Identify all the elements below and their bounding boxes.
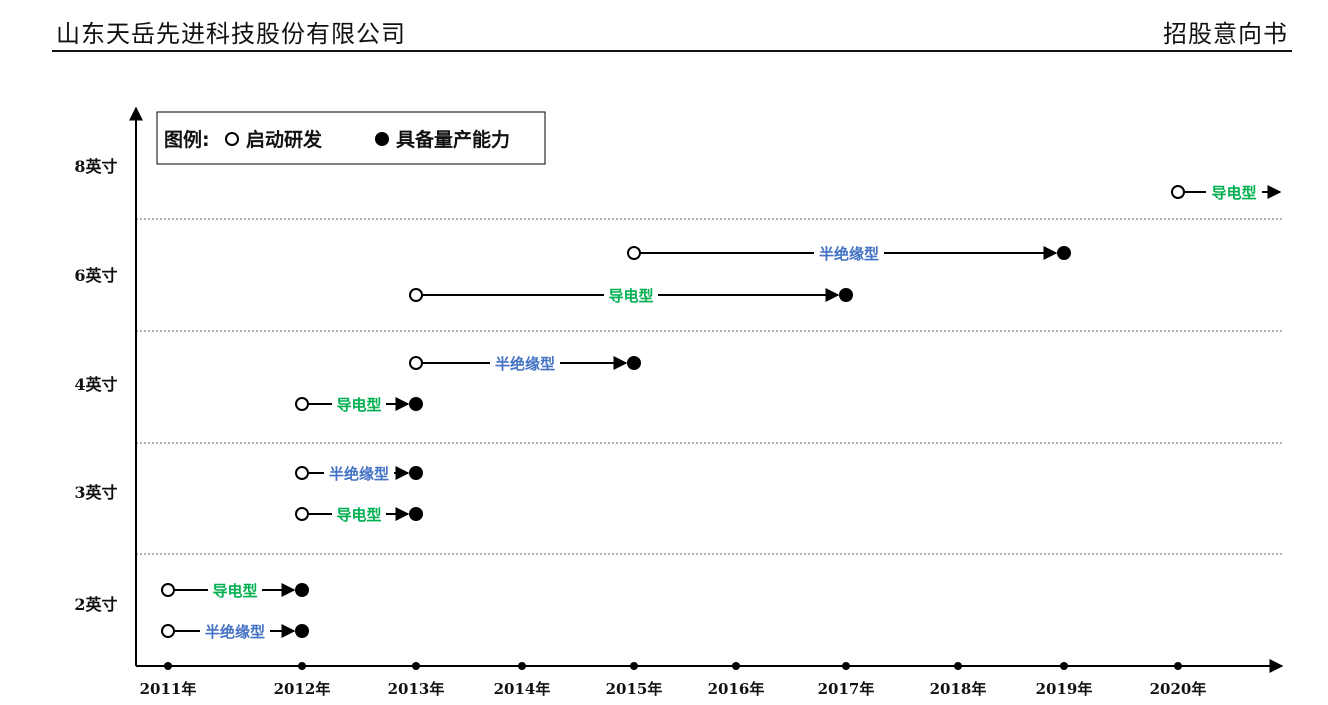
x-tick-dot bbox=[1060, 662, 1068, 670]
x-tick-dot bbox=[954, 662, 962, 670]
x-tick-dot bbox=[842, 662, 850, 670]
x-tick-label: 2020年 bbox=[1150, 680, 1207, 698]
x-tick-dot bbox=[1174, 662, 1182, 670]
timeline-bar: 半绝缘型 bbox=[627, 245, 1071, 263]
bar-label: 导电型 bbox=[336, 396, 381, 414]
y-category-label: 3英寸 bbox=[74, 483, 117, 502]
end-filled-circle bbox=[409, 507, 423, 521]
end-filled-circle bbox=[409, 397, 423, 411]
start-open-circle bbox=[1171, 185, 1185, 199]
y-category-label: 2英寸 bbox=[74, 595, 117, 614]
end-filled-circle bbox=[839, 288, 853, 302]
end-filled-circle bbox=[295, 583, 309, 597]
start-open-circle bbox=[161, 583, 175, 597]
y-category-label: 8英寸 bbox=[74, 157, 117, 176]
bar-label: 半绝缘型 bbox=[205, 623, 265, 641]
company-name: 山东天岳先进科技股份有限公司 bbox=[56, 20, 406, 48]
end-filled-circle bbox=[295, 624, 309, 638]
document-type: 招股意向书 bbox=[1163, 20, 1288, 48]
start-open-circle bbox=[295, 507, 309, 521]
timeline-bar: 导电型 bbox=[295, 396, 423, 414]
bar-label: 导电型 bbox=[1211, 184, 1256, 202]
x-tick-label: 2012年 bbox=[274, 680, 331, 698]
start-open-circle bbox=[295, 466, 309, 480]
x-tick-dot bbox=[518, 662, 526, 670]
x-tick-label: 2014年 bbox=[494, 680, 551, 698]
end-filled-circle bbox=[409, 466, 423, 480]
x-tick-label: 2015年 bbox=[606, 680, 663, 698]
x-tick-label: 2017年 bbox=[818, 680, 875, 698]
start-open-circle bbox=[161, 624, 175, 638]
x-tick-label: 2019年 bbox=[1036, 680, 1093, 698]
timeline-bar: 导电型 bbox=[295, 506, 423, 524]
y-category-label: 6英寸 bbox=[74, 266, 117, 285]
start-open-circle bbox=[627, 246, 641, 260]
bar-label: 半绝缘型 bbox=[329, 465, 389, 483]
header-rule bbox=[52, 50, 1292, 52]
timeline-bar: 导电型 bbox=[409, 287, 853, 305]
end-filled-circle bbox=[1057, 246, 1071, 260]
y-category-label: 4英寸 bbox=[74, 375, 117, 394]
x-tick-dot bbox=[630, 662, 638, 670]
x-tick-dot bbox=[412, 662, 420, 670]
legend-open-circle-icon bbox=[225, 132, 239, 146]
start-open-circle bbox=[409, 288, 423, 302]
bar-label: 半绝缘型 bbox=[495, 355, 555, 373]
bar-label: 导电型 bbox=[608, 287, 653, 305]
x-tick-dot bbox=[164, 662, 172, 670]
end-filled-circle bbox=[627, 356, 641, 370]
bar-label: 半绝缘型 bbox=[819, 245, 879, 263]
timeline-bar: 导电型 bbox=[1171, 184, 1282, 202]
x-tick-label: 2016年 bbox=[708, 680, 765, 698]
bar-label: 导电型 bbox=[212, 582, 257, 600]
timeline-bar: 半绝缘型 bbox=[295, 465, 423, 483]
start-open-circle bbox=[295, 397, 309, 411]
x-tick-label: 2018年 bbox=[930, 680, 987, 698]
legend: 图例: 启动研发 具备量产能力 bbox=[156, 111, 546, 165]
start-open-circle bbox=[409, 356, 423, 370]
x-tick-dot bbox=[732, 662, 740, 670]
legend-title: 图例: bbox=[164, 128, 210, 151]
legend-open-label: 启动研发 bbox=[246, 128, 323, 151]
timeline-bar: 半绝缘型 bbox=[409, 355, 641, 373]
legend-closed-label: 具备量产能力 bbox=[396, 128, 510, 151]
x-tick-dot bbox=[298, 662, 306, 670]
bar-label: 导电型 bbox=[336, 506, 381, 524]
timeline-bar: 半绝缘型 bbox=[161, 623, 309, 641]
legend-closed-circle-icon bbox=[375, 132, 389, 146]
x-tick-label: 2011年 bbox=[140, 680, 197, 698]
timeline-bar: 导电型 bbox=[161, 582, 309, 600]
x-tick-label: 2013年 bbox=[388, 680, 445, 698]
